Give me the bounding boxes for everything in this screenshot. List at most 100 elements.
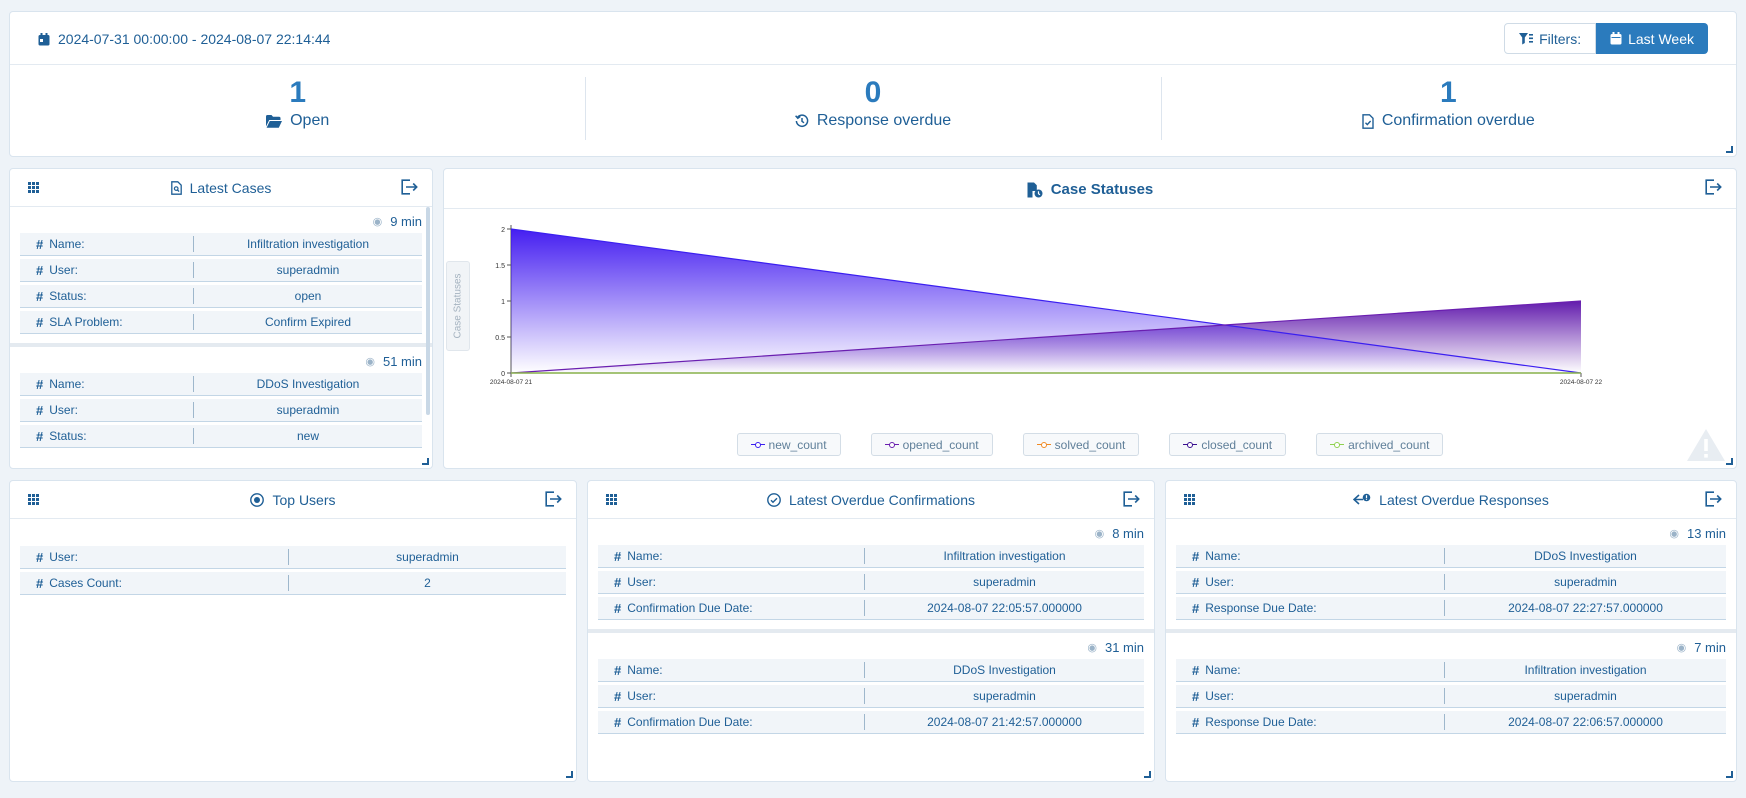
resize-handle[interactable] <box>566 771 573 778</box>
stat-label: Open <box>290 112 330 129</box>
field-value: superadmin <box>1554 575 1617 589</box>
drag-grid-icon[interactable] <box>28 494 39 505</box>
card-age: 7 min <box>1694 640 1726 655</box>
field-value: superadmin <box>396 550 459 564</box>
export-icon[interactable] <box>544 491 562 507</box>
calendar-icon <box>1610 32 1622 45</box>
field-key: Response Due Date: <box>1205 601 1317 615</box>
hash-icon: # <box>614 688 622 704</box>
field-row: # Name: DDoS Investigation <box>1176 545 1726 568</box>
summary-panel: 2024-07-31 00:00:00 - 2024-08-07 22:14:4… <box>9 11 1737 157</box>
widget-title: Latest Overdue Responses <box>1379 492 1549 508</box>
export-icon[interactable] <box>1704 491 1722 507</box>
legend-item-archived_count[interactable]: archived_count <box>1316 433 1444 456</box>
field-value: superadmin <box>276 263 340 277</box>
field-value: superadmin <box>973 575 1036 589</box>
field-row: # Name: DDoS Investigation <box>598 659 1144 682</box>
response-card[interactable]: ◉ 7 min # Name: Infiltration investigation … <box>1166 633 1736 734</box>
stat-label: Response overdue <box>816 112 952 129</box>
stat-open[interactable]: 1 Open <box>10 65 585 156</box>
field-key: Name: <box>49 237 85 251</box>
case-card[interactable]: ◉ 9 min # Name: Infiltration investigation … <box>10 207 432 334</box>
hash-icon: # <box>36 314 44 330</box>
field-value: Infiltration investigation <box>246 237 370 251</box>
scrollbar-thumb[interactable] <box>426 207 430 415</box>
field-row: # Status: new <box>20 425 422 448</box>
field-value: DDoS Investigation <box>953 663 1056 677</box>
drag-grid-icon[interactable] <box>1184 494 1195 505</box>
response-card[interactable]: ◉ 13 min # Name: DDoS Investigation # User: s… <box>1166 519 1736 620</box>
responses-list: ◉ 13 min # Name: DDoS Investigation # User: s… <box>1166 519 1736 734</box>
field-row: # User: superadmin <box>20 259 422 282</box>
hash-icon: # <box>36 575 44 591</box>
field-row: # Name: Infiltration investigation <box>598 545 1144 568</box>
hash-icon: # <box>36 236 44 252</box>
field-row: # Cases Count: 2 <box>20 572 566 595</box>
legend-item-new_count[interactable]: new_count <box>736 433 841 456</box>
card-age: 31 min <box>1104 640 1144 655</box>
drag-grid-icon[interactable] <box>28 182 39 193</box>
hash-icon: # <box>614 714 622 730</box>
field-row: # Confirmation Due Date: 2024-08-07 21:42:… <box>598 711 1144 734</box>
hash-icon: # <box>1192 574 1200 590</box>
drag-grid-icon[interactable] <box>606 494 617 505</box>
field-row: # User: superadmin <box>20 399 422 422</box>
field-value: open <box>294 289 322 303</box>
confirmation-card[interactable]: ◉ 8 min # Name: Infiltration investigation … <box>588 519 1154 620</box>
summary-header: 2024-07-31 00:00:00 - 2024-08-07 22:14:4… <box>10 12 1736 65</box>
case-card[interactable]: ◉ 51 min # Name: DDoS Investigation # User: s… <box>10 347 432 448</box>
card-age: 8 min <box>1112 526 1144 541</box>
chart-side-tab[interactable]: Case Statuses <box>446 261 470 351</box>
field-row: # User: superadmin <box>20 546 566 569</box>
top-users-list: # User: superadmin # Cases Count: 2 <box>10 519 576 595</box>
line-new_count <box>510 228 1582 374</box>
line-opened_count <box>510 300 1582 374</box>
resize-handle[interactable] <box>1726 146 1733 153</box>
resize-handle[interactable] <box>422 458 429 465</box>
stat-confirmation-overdue[interactable]: 1 Confirmation overdue <box>1160 65 1736 156</box>
x-tick-label: 2024-08-07 21 <box>490 379 533 386</box>
overdue-responses-widget: Latest Overdue Responses ◉ 13 min # Name: D… <box>1165 480 1737 782</box>
field-row: # Name: Infiltration investigation <box>1176 659 1726 682</box>
case-age: 51 min <box>382 354 422 369</box>
field-key: Name: <box>627 663 663 677</box>
check-circle-icon <box>767 493 781 507</box>
warning-icon <box>1687 429 1725 461</box>
card-age: 13 min <box>1686 526 1726 541</box>
top-users-widget: Top Users # User: superadmin # Cases Count:… <box>9 480 577 782</box>
legend-item-solved_count[interactable]: solved_count <box>1022 433 1140 456</box>
legend-item-closed_count[interactable]: closed_count <box>1169 433 1287 456</box>
last-week-button[interactable]: Last Week <box>1596 23 1708 54</box>
hash-icon: # <box>1192 714 1200 730</box>
cases-list[interactable]: ◉ 9 min # Name: Infiltration investigation … <box>10 207 432 456</box>
export-icon[interactable] <box>1704 179 1722 195</box>
hash-icon: # <box>36 549 44 565</box>
widget-title: Latest Overdue Confirmations <box>789 492 975 508</box>
field-key: Name: <box>627 549 663 563</box>
file-check-icon <box>1362 113 1374 129</box>
field-value: DDoS Investigation <box>1534 549 1637 563</box>
field-key: Name: <box>1205 663 1241 677</box>
eye-icon: ◉ <box>1094 528 1105 540</box>
hash-icon: # <box>1192 662 1200 678</box>
resize-handle[interactable] <box>1726 458 1733 465</box>
confirmation-card[interactable]: ◉ 31 min # Name: DDoS Investigation # User: s… <box>588 633 1154 734</box>
field-value: 2024-08-07 21:42:57.000000 <box>927 715 1082 729</box>
field-value: superadmin <box>276 403 340 417</box>
widget-title: Case Statuses <box>1050 181 1154 198</box>
field-row: # User: superadmin <box>598 685 1144 708</box>
field-value: new <box>296 429 319 443</box>
stat-response-overdue[interactable]: 0 Response overdue <box>585 65 1160 156</box>
field-value: Confirm Expired <box>264 315 352 329</box>
resize-handle[interactable] <box>1726 771 1733 778</box>
export-icon[interactable] <box>1122 491 1140 507</box>
legend-label: archived_count <box>1348 437 1430 452</box>
card-divider <box>588 629 1154 633</box>
filters-button[interactable]: Filters: <box>1504 23 1597 54</box>
field-key: User: <box>49 550 78 564</box>
export-icon[interactable] <box>400 179 418 195</box>
legend-item-opened_count[interactable]: opened_count <box>870 433 993 456</box>
resize-handle[interactable] <box>1144 771 1151 778</box>
field-key: User: <box>1205 575 1234 589</box>
card-divider <box>1166 629 1736 633</box>
